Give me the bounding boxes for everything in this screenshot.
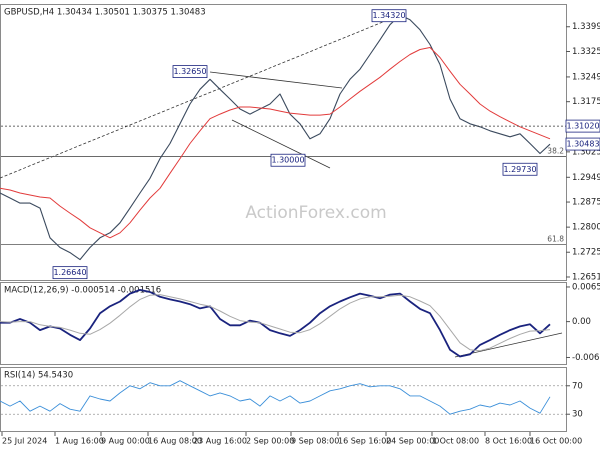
y-tick-label: 1.30250 [572,147,600,157]
y-tick-label: 0.006549 [572,282,600,292]
price-box [172,65,208,78]
macd-trend-line [454,332,563,358]
fib-label: 38.2 [547,147,564,156]
price-box [565,119,600,133]
price-box-label: 1.34320 [372,11,405,20]
channel-line [231,119,331,169]
y-tick-label: 1.33250 [572,47,600,57]
y-tick-label: 1.28750 [572,198,600,208]
price-box [502,162,538,176]
series-line [0,289,551,358]
panel-title: MACD(12,26,9) -0.000514 -0.001516 [4,286,161,296]
y-tick-label: 30 [572,410,583,420]
price-box-label: 1.30483 [566,140,599,149]
y-tick-label: 1.31750 [572,97,600,107]
price-box-label: 1.26640 [53,268,86,277]
price-box-label: 1.29730 [503,165,536,174]
panel-title: RSI(14) 54.5430 [4,371,73,381]
price-box [270,153,306,167]
channel-line [209,71,343,89]
x-tick-label: 23 Aug 16:00 [193,437,247,446]
y-tick-label: 1.29490 [572,173,600,183]
x-tick-label: 16 Sep 16:00 [338,437,391,446]
x-tick-label: 16 Aug 08:00 [148,437,202,446]
y-tick-label: 0.00 [572,317,591,327]
price-box [565,137,600,151]
y-tick-label: -0.006778 [572,353,600,363]
x-tick-label: 9 Aug 00:00 [101,437,150,446]
series-line [0,47,551,239]
watermark: ActionForex.com [245,203,386,223]
x-tick-label: 16 Oct 00:00 [530,437,582,446]
fib-label: 61.8 [547,235,564,244]
x-tick-label: 1 Oct 08:00 [432,437,479,446]
y-tick-label: 1.27250 [572,248,600,258]
price-box-label: 1.32650 [173,67,206,76]
price-box [52,266,88,280]
x-tick-label: 25 Jul 2024 [2,437,47,446]
series-line [0,14,551,261]
macd-panel [0,282,567,365]
y-tick-label: 1.28000 [572,223,600,233]
trend-line [0,14,401,179]
price-box-label: 1.30000 [271,156,304,165]
y-tick-label: 70 [572,381,583,391]
y-tick-label: 1.33990 [572,22,600,32]
price-panel [0,4,567,281]
y-tick-label: 1.26510 [572,272,600,282]
series-line [0,380,551,415]
panel-title: GBPUSD,H4 1.30434 1.30501 1.30375 1.3048… [4,8,206,18]
price-box [371,9,407,23]
y-tick-label: 1.32490 [572,72,600,82]
x-tick-label: 9 Sep 08:00 [291,437,339,446]
x-tick-label: 8 Oct 16:00 [485,437,532,446]
price-box-label: 1.31020 [566,122,599,131]
series-line [0,294,551,352]
x-tick-label: 1 Aug 16:00 [55,437,104,446]
x-tick-label: 2 Sep 00:00 [246,437,294,446]
x-tick-label: 24 Sep 00:00 [386,437,439,446]
